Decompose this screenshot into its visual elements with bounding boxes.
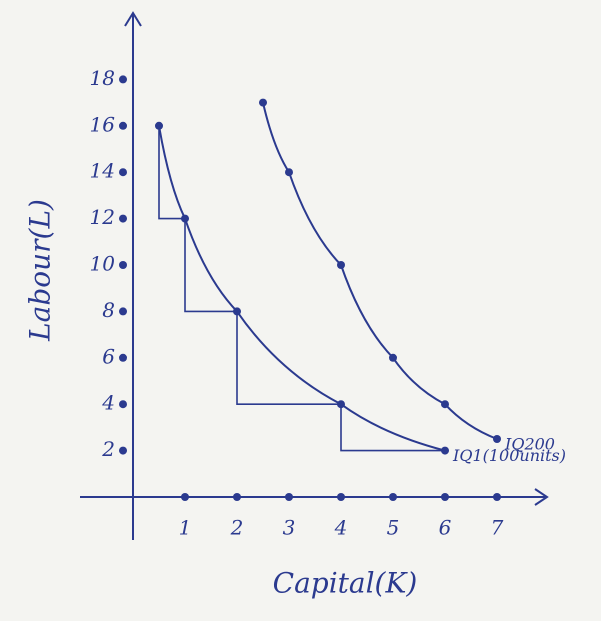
x-tick: [181, 493, 189, 501]
y-tick-label: 10: [90, 252, 116, 276]
x-tick: [389, 493, 397, 501]
x-tick-label: 7: [491, 516, 504, 540]
x-tick: [285, 493, 293, 501]
y-tick-label: 18: [90, 66, 115, 90]
y-tick: [119, 261, 127, 269]
y-tick: [119, 447, 127, 455]
chart: Capital(K) Labour(L) 1234567246810121416…: [0, 0, 601, 621]
x-axis-title: Capital(K): [273, 567, 418, 600]
y-tick-label: 14: [90, 159, 115, 183]
y-tick: [119, 307, 127, 315]
x-tick: [441, 493, 449, 501]
y-tick: [119, 122, 127, 130]
y-tick: [119, 75, 127, 83]
x-tick-label: 6: [439, 516, 452, 540]
x-tick: [337, 493, 345, 501]
data-point: [337, 261, 345, 269]
data-point: [389, 354, 397, 362]
y-tick-label: 2: [101, 437, 115, 461]
y-tick-label: 8: [102, 298, 115, 322]
data-point: [441, 400, 449, 408]
y-tick-label: 16: [90, 112, 116, 136]
series-label: IQ200: [504, 435, 555, 454]
x-tick-label: 1: [179, 516, 192, 540]
data-point: [441, 447, 449, 455]
y-tick-label: 6: [102, 344, 115, 368]
data-point: [337, 400, 345, 408]
x-tick-label: 4: [334, 516, 348, 540]
data-point: [181, 215, 189, 223]
y-tick: [119, 354, 127, 362]
y-tick-label: 12: [90, 205, 115, 229]
x-tick-label: 5: [387, 516, 400, 540]
x-tick: [493, 493, 501, 501]
y-tick: [119, 400, 127, 408]
data-point: [233, 307, 241, 315]
y-axis-title: Labour(L): [24, 199, 57, 342]
y-tick: [119, 215, 127, 223]
x-tick-label: 2: [230, 516, 244, 540]
paper: [0, 0, 601, 621]
data-point: [155, 122, 163, 130]
data-point: [285, 168, 293, 176]
y-tick-label: 4: [101, 391, 115, 415]
y-tick: [119, 168, 127, 176]
data-point: [493, 435, 501, 443]
x-tick: [233, 493, 241, 501]
data-point: [259, 99, 267, 107]
x-tick-label: 3: [283, 516, 296, 540]
